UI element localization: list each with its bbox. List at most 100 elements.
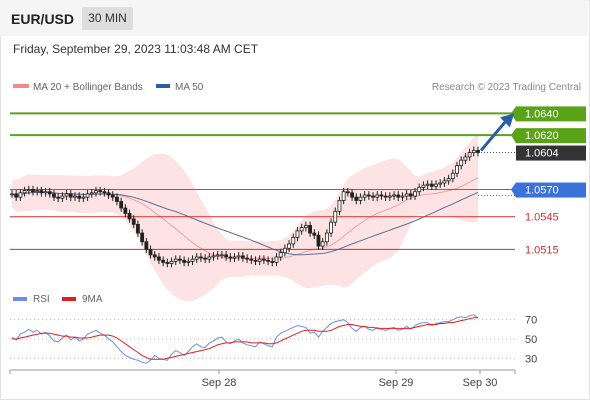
candle-body [215,254,220,257]
candle-body [60,195,65,199]
level-label-pointer [511,182,516,198]
candle-body [39,190,44,194]
candle-body [18,192,23,198]
candle-body [136,223,140,234]
candle-body [408,193,413,197]
candle-body [459,159,464,167]
ma50-legend-swatch [156,84,170,88]
candle-body [312,232,317,236]
candle-body [119,201,124,209]
candle-body [366,194,371,197]
candle-body [282,247,287,254]
candle-body [425,183,430,186]
candle-body [362,194,367,198]
candle-body [232,256,237,259]
candle-body [165,262,170,264]
candle-body [68,193,73,198]
candle-body [35,190,40,193]
candle-body [337,200,342,212]
level-label-pivot: 1.0570 [525,185,559,197]
ma9-legend-label: 9MA [82,294,103,305]
candle-body [417,186,422,193]
candle-body [110,194,115,198]
x-tick-label: Sep 29 [379,377,414,389]
candle-body [140,232,145,243]
candle-body [358,196,363,201]
candle-body [316,234,321,247]
candle-body [421,184,426,188]
candle-body [26,189,31,192]
candle-body [144,241,149,250]
candle-body [278,252,283,258]
candle-body [413,191,417,197]
candle-body [274,256,279,263]
level-label-box [516,106,586,122]
candle-body [245,257,249,260]
candle-body [261,258,266,261]
candle-body [203,257,208,260]
candle-body [333,210,338,223]
candle-body [371,195,375,198]
candle-body [249,258,254,261]
x-axis: Sep 28 Sep 29 Sep 30 [9,370,516,389]
level-label-box [516,145,586,161]
rsi-level-label: 30 [525,353,537,365]
candle-body [207,256,212,260]
candle-body [220,254,224,257]
level-label-resistance: 1.0640 [525,108,559,120]
candle-body [31,189,35,193]
candle-body [266,259,270,262]
candle-body [383,195,388,198]
candle-body [152,254,157,258]
copyright-text: Research © 2023 Trading Central [432,82,581,93]
candle-body [303,225,308,229]
candle-body [14,193,19,198]
candle-body [102,191,107,194]
candle-body [253,259,258,262]
candle-body [52,193,56,198]
bollinger-legend-swatch [13,84,29,88]
candle-body [199,256,203,259]
candle-body [463,156,468,161]
candle-body [396,194,401,198]
candle-body [186,260,191,263]
forecast-arrow-shaft [479,121,507,152]
ma50-legend-label: MA 50 [175,82,204,93]
candle-body [10,193,14,196]
candle-body [467,152,472,158]
candle-body [354,196,359,201]
candle-body [438,182,443,185]
bollinger-band [12,133,478,302]
candle-body [127,213,132,220]
candle-body [47,191,52,195]
candle-body [190,258,195,262]
candle-body [194,256,199,260]
forecast-arrow-head [500,113,514,128]
candle-body [81,196,86,199]
timestamp: Friday, September 29, 2023 11:03:48 AM C… [13,42,259,56]
candle-body [43,191,48,194]
candle-body [236,255,241,258]
rsi-level-label: 50 [525,334,537,346]
candle-body [455,165,459,174]
candle-body [131,218,136,225]
level-label-box [516,182,586,198]
candle-body [257,258,262,262]
candle-body [169,260,174,264]
candle-body [89,192,94,195]
candle-body [329,221,333,234]
candle-body [442,180,447,184]
candle-body [299,227,304,232]
header-bar: EUR/USD 30 MIN [0,0,588,36]
level-label-support: 1.0545 [525,212,559,224]
candle-body [64,193,69,197]
candle-body [341,191,346,201]
candle-body [123,207,128,214]
candle-body [56,196,61,199]
ma9-legend-swatch [62,297,76,301]
candle-body [157,256,161,261]
candle-body [228,256,233,259]
candle-body [404,193,409,197]
timeframe-button[interactable]: 30 MIN [82,7,133,30]
